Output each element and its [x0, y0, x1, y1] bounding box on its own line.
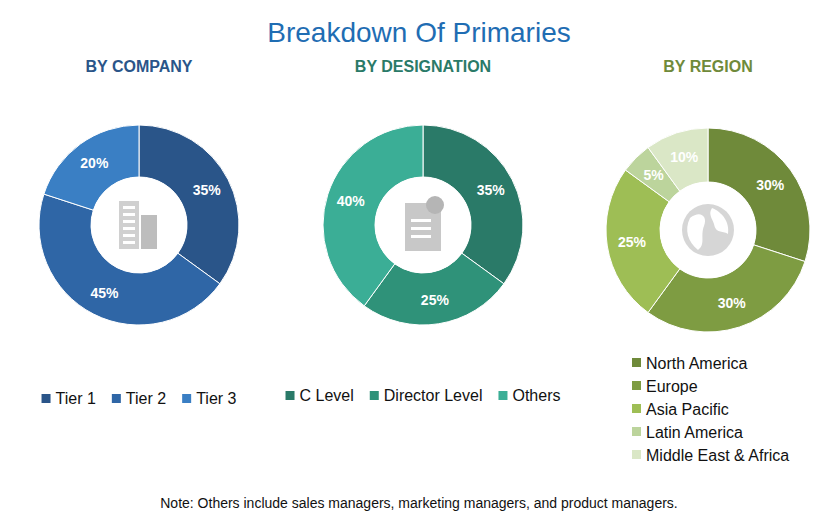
- data-label: 20%: [80, 155, 109, 171]
- legend: C Level Director Level Others: [286, 387, 561, 404]
- legend-swatch: [370, 391, 379, 400]
- legend-item: Tier 3: [182, 390, 236, 407]
- page: Breakdown Of Primaries Note: Others inclu…: [0, 0, 838, 529]
- icon: [682, 204, 734, 256]
- chart-title: BY COMPANY: [86, 58, 193, 75]
- legend-item: Others: [498, 387, 560, 404]
- icon-part: [123, 206, 135, 209]
- icon: [119, 201, 157, 249]
- legend-swatch: [632, 450, 641, 459]
- icon-part: [123, 241, 135, 244]
- icon-part: [411, 235, 431, 238]
- legend-swatch: [112, 394, 121, 403]
- chart-title: BY REGION: [663, 58, 753, 75]
- legend-swatch: [182, 394, 191, 403]
- donut-hole: [375, 177, 471, 273]
- legend-item: Tier 1: [42, 390, 96, 407]
- legend-label: Middle East & Africa: [646, 447, 789, 464]
- data-label: 45%: [90, 285, 119, 301]
- legend-label: Others: [512, 387, 560, 404]
- legend-swatch: [632, 404, 641, 413]
- legend: Tier 1 Tier 2 Tier 3: [42, 390, 237, 407]
- data-label: 5%: [643, 167, 664, 183]
- pie: 35% 25% 40%: [323, 125, 523, 325]
- legend-swatch: [498, 391, 507, 400]
- icon-part: [682, 204, 734, 256]
- legend-item: Director Level: [370, 387, 483, 404]
- pie: 30% 30% 25% 5% 10%: [606, 128, 810, 332]
- legend-swatch: [632, 358, 641, 367]
- legend-label: Europe: [646, 378, 698, 395]
- legend-label: Tier 2: [126, 390, 166, 407]
- chart-title: BY DESIGNATION: [355, 58, 491, 75]
- icon-part: [411, 227, 431, 230]
- page-title: Breakdown Of Primaries: [267, 17, 570, 48]
- data-label: 35%: [477, 182, 506, 198]
- legend-label: Latin America: [646, 424, 743, 441]
- chart: BY DESIGNATION 35% 25% 40% C Level Director L…: [286, 58, 561, 404]
- icon: [405, 196, 444, 251]
- data-label: 40%: [337, 193, 366, 209]
- donut-hole: [660, 182, 756, 278]
- legend-swatch: [632, 381, 641, 390]
- legend-label: Director Level: [384, 387, 483, 404]
- legend-item: C Level: [286, 387, 354, 404]
- icon-part: [141, 215, 157, 249]
- data-label: 25%: [618, 234, 647, 250]
- donut-hole: [91, 177, 187, 273]
- legend-label: C Level: [300, 387, 354, 404]
- legend-item: Tier 2: [112, 390, 166, 407]
- data-label: 35%: [193, 182, 222, 198]
- icon-part: [687, 208, 728, 250]
- legend-swatch: [286, 391, 295, 400]
- icon-part: [123, 220, 135, 223]
- legend: North America Europe Asia Pacific Latin Ame…: [632, 355, 789, 464]
- legend-swatch: [42, 394, 51, 403]
- pie: 35% 45% 20%: [39, 125, 239, 325]
- legend-swatch: [632, 427, 641, 436]
- legend-label: Tier 3: [196, 390, 236, 407]
- icon-part: [123, 234, 135, 237]
- icon-part: [411, 219, 431, 222]
- legend-label: North America: [646, 355, 747, 372]
- data-label: 30%: [756, 177, 785, 193]
- icon-part: [426, 196, 444, 214]
- chart: BY COMPANY 35% 45% 20% Tier 1 Tier 2 Tier 3: [39, 58, 239, 407]
- note: Note: Others include sales managers, mar…: [160, 495, 678, 511]
- data-label: 25%: [421, 292, 450, 308]
- legend-label: Tier 1: [56, 390, 96, 407]
- data-label: 10%: [670, 149, 699, 165]
- data-label: 30%: [718, 295, 747, 311]
- icon-part: [119, 201, 139, 249]
- chart: BY REGION 30% 30% 25% 5% 10% North America Euro…: [606, 58, 810, 464]
- icon-part: [123, 227, 135, 230]
- icon-part: [123, 213, 135, 216]
- legend-label: Asia Pacific: [646, 401, 729, 418]
